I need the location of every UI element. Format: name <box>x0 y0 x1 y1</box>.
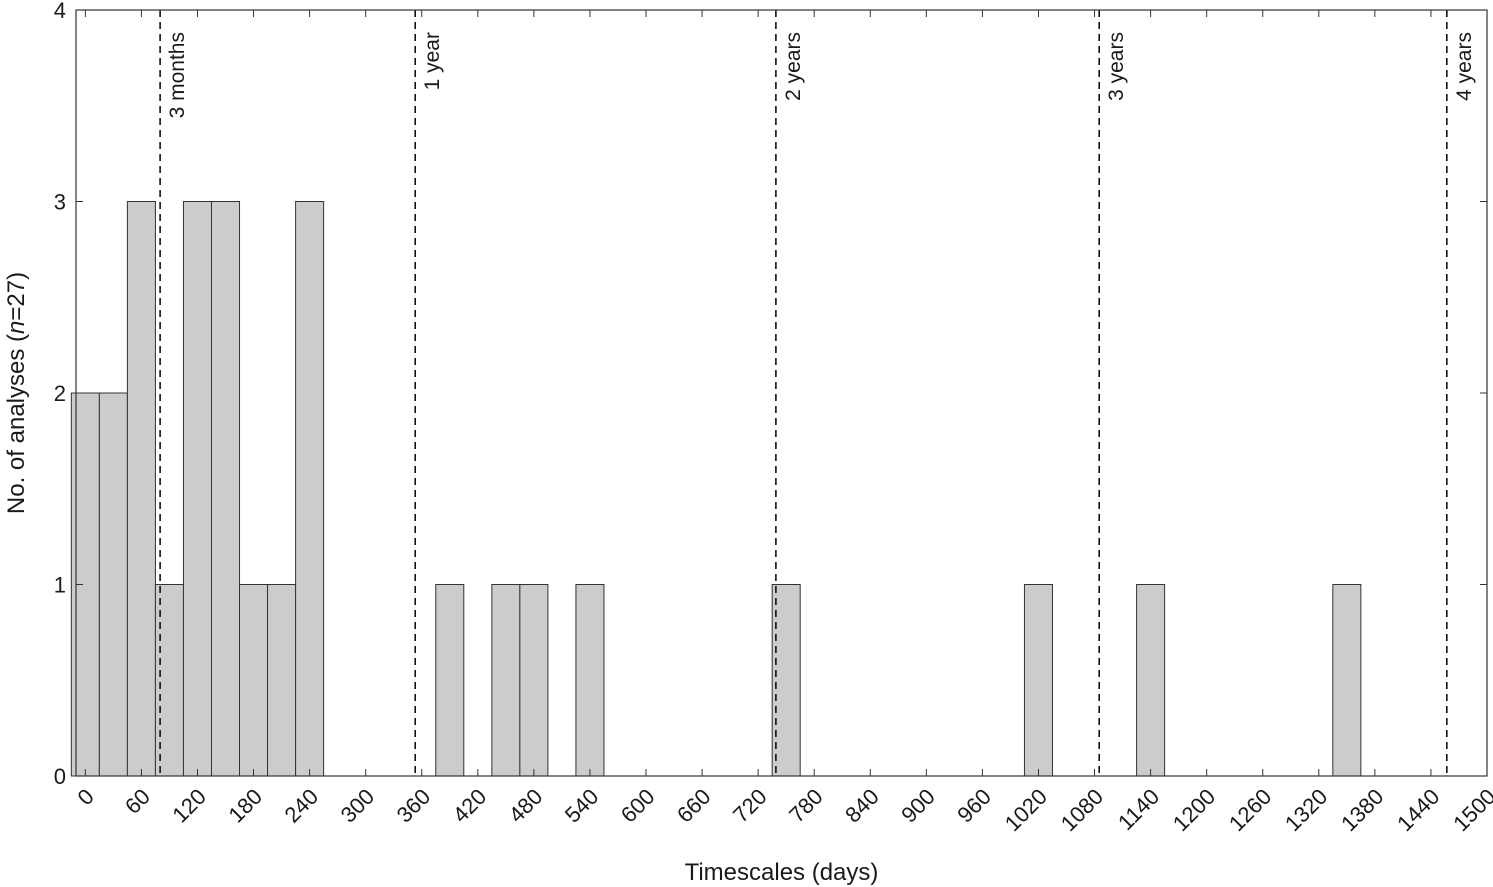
reference-line-label: 3 months <box>166 32 189 118</box>
x-tick-label: 1200 <box>1168 784 1220 836</box>
x-tick-label: 840 <box>840 784 884 828</box>
x-tick-label: 420 <box>448 784 492 828</box>
x-tick-label: 480 <box>504 784 548 828</box>
x-tick-label: 180 <box>223 784 267 828</box>
y-tick-label: 1 <box>54 573 66 598</box>
reference-line-label: 1 year <box>421 32 444 90</box>
x-tick-label: 360 <box>392 784 436 828</box>
histogram-bar <box>519 584 549 777</box>
reference-line-label: 4 years <box>1453 32 1476 101</box>
reference-line-label: 3 years <box>1105 32 1128 101</box>
x-tick-label: 300 <box>336 784 380 828</box>
histogram-bar <box>575 584 605 777</box>
histogram-bar <box>239 584 269 777</box>
histogram-bar <box>1136 584 1166 777</box>
histogram-bar <box>295 201 325 777</box>
histogram-bar <box>1332 584 1362 777</box>
x-tick-label: 1140 <box>1113 784 1164 835</box>
x-tick-label: 660 <box>672 784 716 828</box>
x-tick-label: 60 <box>120 784 155 819</box>
y-tick-label: 4 <box>54 0 66 23</box>
x-tick-label: 1440 <box>1392 784 1444 836</box>
x-tick-label: 120 <box>167 784 211 828</box>
y-axis-label-part: No. of analyses ( <box>3 334 30 514</box>
x-tick-label: 1260 <box>1224 784 1276 836</box>
x-tick-label: 1320 <box>1280 784 1332 836</box>
x-tick-label: 240 <box>280 784 324 828</box>
x-tick-label: 1020 <box>1000 784 1052 836</box>
y-tick-label: 3 <box>54 190 66 215</box>
y-axis-label: No. of analyses (n=27) <box>3 272 30 514</box>
x-tick-label: 540 <box>560 784 604 828</box>
x-tick-label: 1080 <box>1056 784 1108 836</box>
y-axis-ticks: 0 1 2 3 4 <box>54 0 1487 789</box>
y-tick-label: 2 <box>54 381 66 406</box>
y-axis-label-part: n <box>3 321 30 334</box>
x-tick-label: 600 <box>616 784 660 828</box>
x-tick-label: 0 <box>73 784 99 810</box>
histogram-bar <box>267 584 297 777</box>
y-tick-label: 0 <box>54 764 66 789</box>
bars-group <box>70 201 1362 777</box>
histogram-bar <box>771 584 801 777</box>
histogram-bar <box>210 201 241 777</box>
x-tick-label: 720 <box>728 784 772 828</box>
histogram-bar <box>435 584 465 777</box>
x-tick-label: 900 <box>896 784 940 828</box>
histogram-bar <box>126 201 156 777</box>
histogram-bar <box>182 201 212 777</box>
reference-line-label: 2 years <box>782 32 805 101</box>
histogram-bar <box>491 584 521 777</box>
y-axis-label-part: =27) <box>3 272 30 321</box>
x-axis-label: Timescales (days) <box>685 859 879 886</box>
x-tick-label: 780 <box>784 784 828 828</box>
x-tick-label: 1380 <box>1336 784 1388 836</box>
x-tick-label: 1500 <box>1448 784 1493 836</box>
reference-lines-group: 3 months 1 year 2 years 3 years 4 years <box>159 10 1476 776</box>
x-tick-label: 960 <box>952 784 996 828</box>
histogram-bar <box>98 392 128 777</box>
histogram-bar <box>1023 584 1053 777</box>
